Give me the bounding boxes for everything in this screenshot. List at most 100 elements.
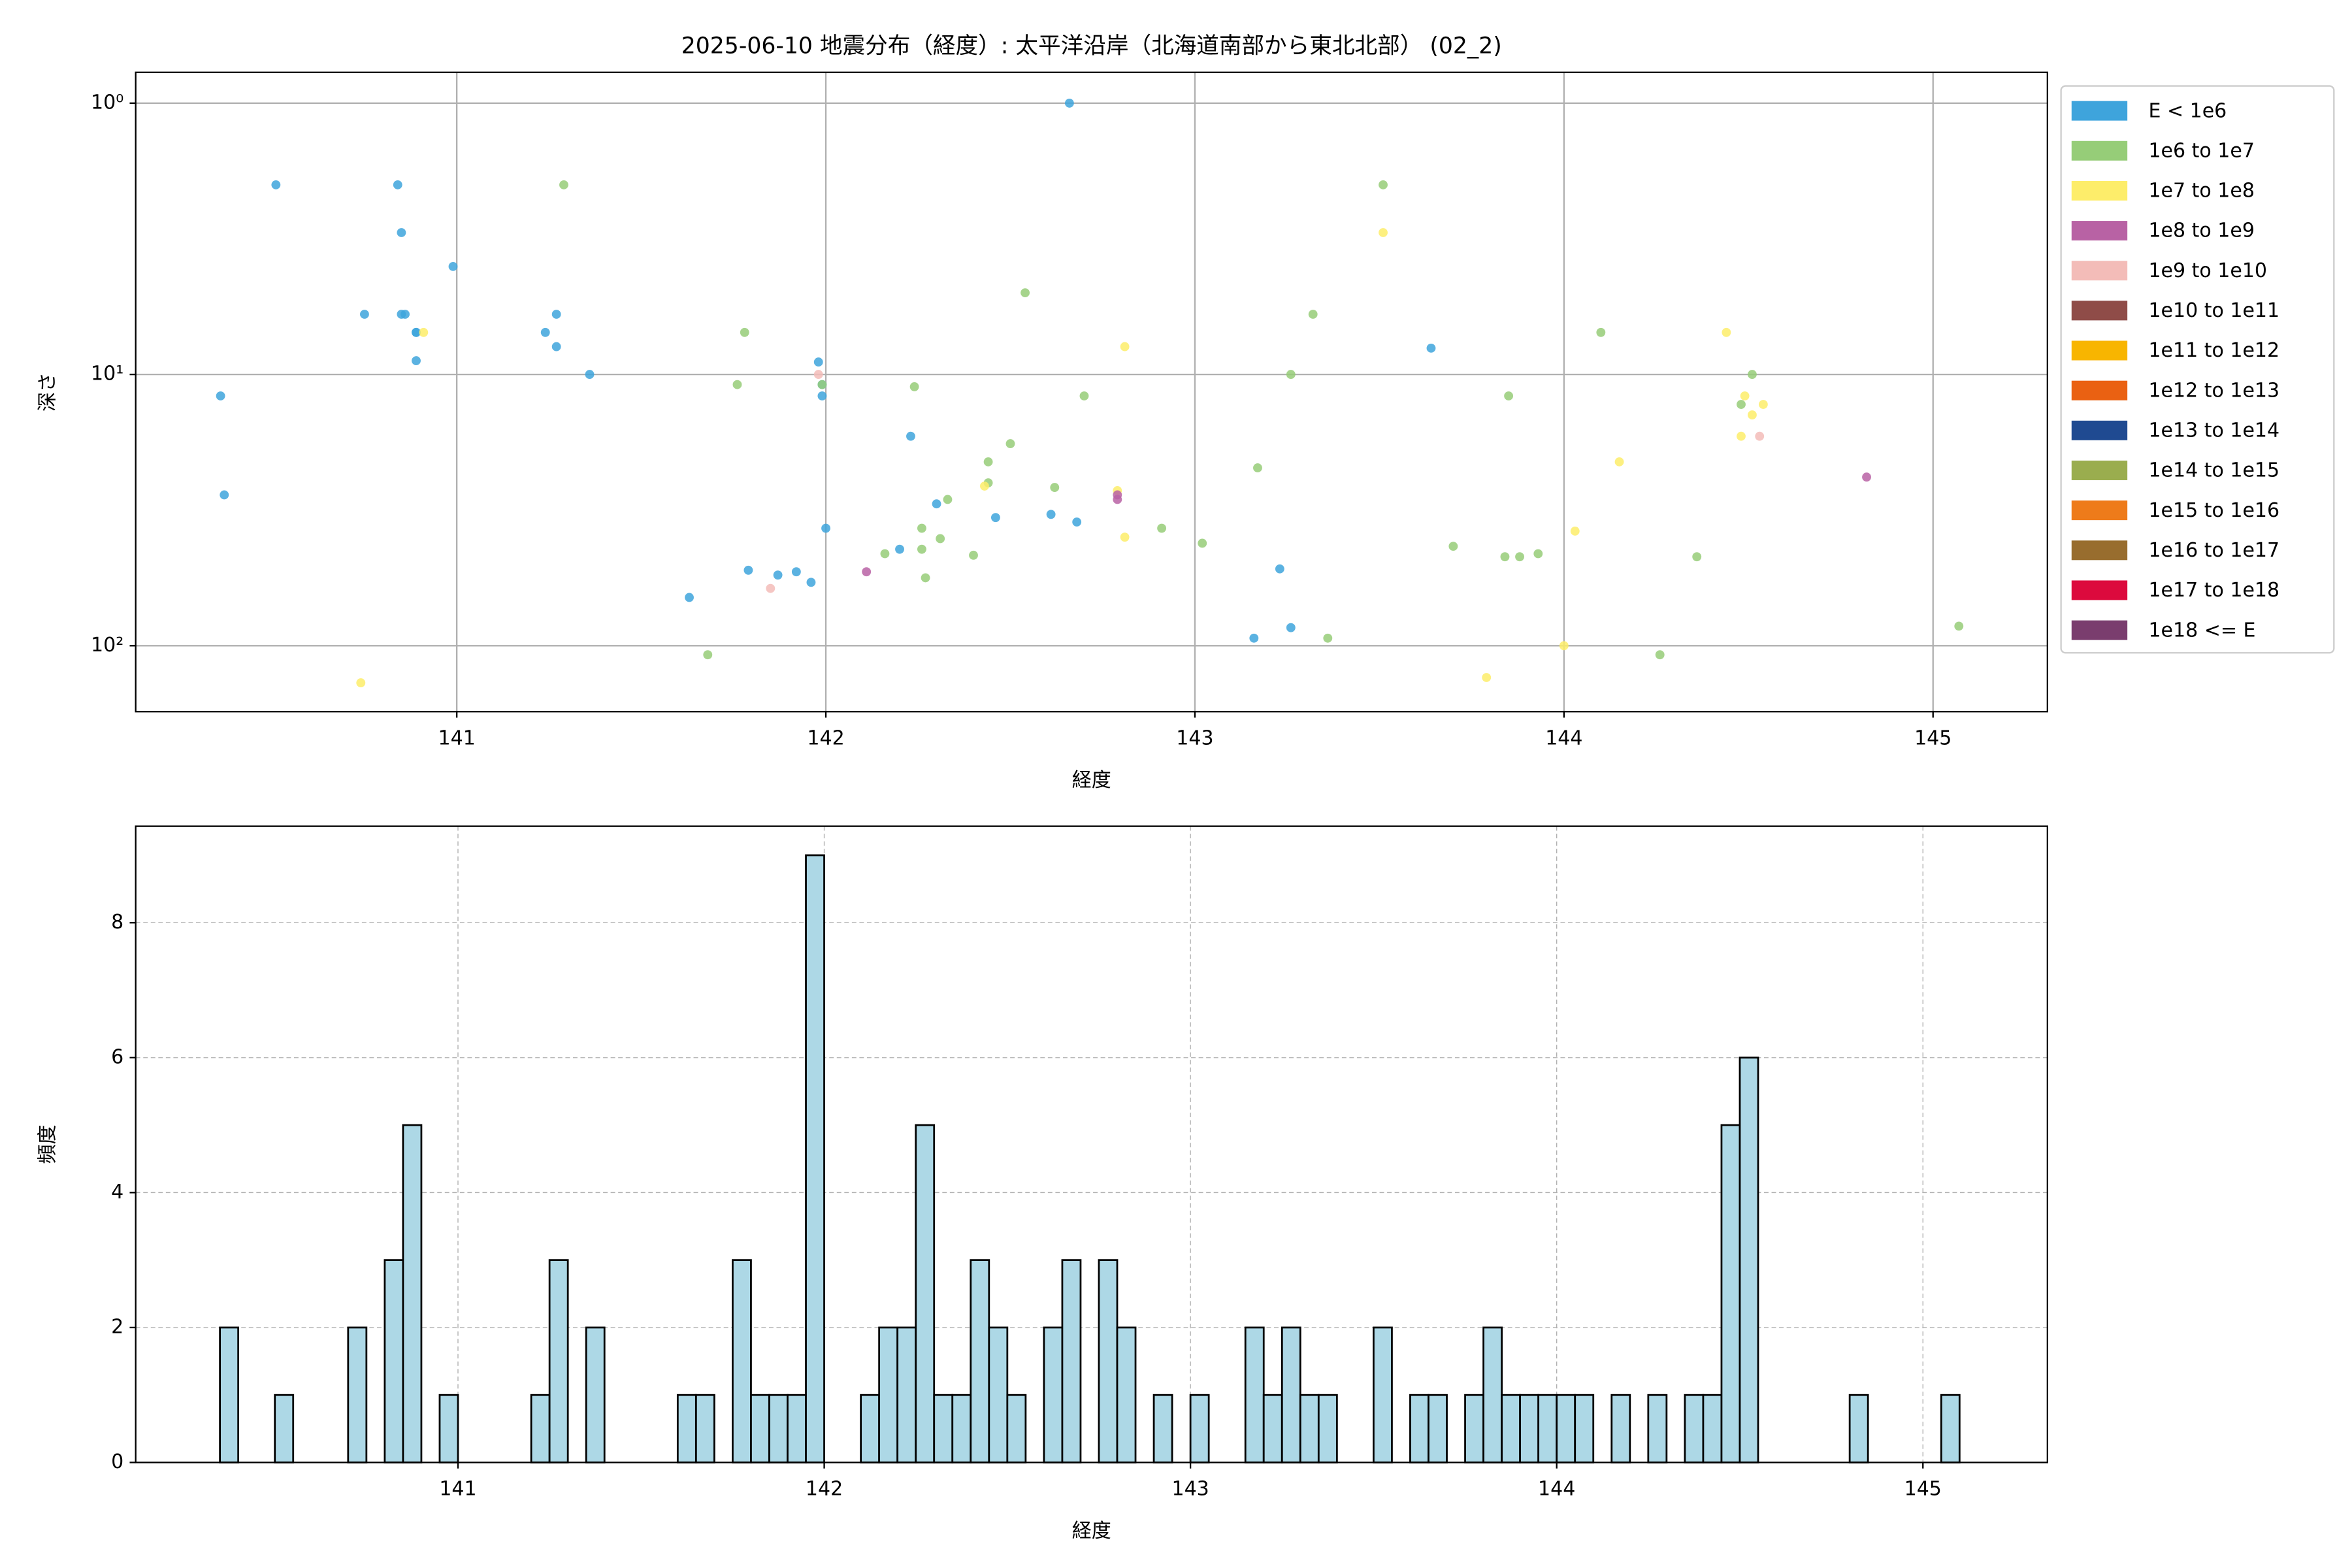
data-point <box>685 593 694 602</box>
legend-label: 1e8 to 1e9 <box>2148 220 2254 242</box>
histogram-bar <box>1519 1394 1540 1463</box>
y-axis-label: 深さ <box>36 372 59 412</box>
histogram-bar <box>1464 1394 1484 1463</box>
x-tick-label: 144 <box>1538 1478 1575 1501</box>
legend-swatch <box>2071 180 2128 201</box>
data-point <box>969 550 978 560</box>
legend-swatch <box>2071 620 2128 640</box>
histogram-bar <box>1720 1124 1741 1463</box>
data-point <box>766 583 776 593</box>
data-point <box>1113 495 1122 504</box>
data-point <box>740 327 749 337</box>
y-tick-label: 10¹ <box>91 363 123 385</box>
histogram-bar <box>1061 1259 1082 1463</box>
data-point <box>1308 310 1318 319</box>
data-point <box>1157 523 1167 533</box>
legend-label: 1e10 to 1e11 <box>2148 299 2279 322</box>
data-point <box>817 391 827 400</box>
histogram-bar <box>1373 1326 1393 1463</box>
histogram-bar <box>1098 1259 1119 1463</box>
legend-swatch <box>2071 580 2128 600</box>
histogram-bar <box>732 1259 752 1463</box>
data-point <box>703 650 713 660</box>
histogram-bar <box>933 1394 954 1463</box>
legend-label: 1e16 to 1e17 <box>2148 539 2279 562</box>
axes-frame <box>135 825 2048 1463</box>
legend-box <box>2060 85 2335 654</box>
legend-label: 1e18 <= E <box>2148 619 2255 642</box>
legend-label: 1e11 to 1e12 <box>2148 339 2279 362</box>
data-point <box>216 391 225 400</box>
data-point <box>1072 517 1082 527</box>
data-point <box>1862 472 1871 482</box>
data-point <box>1379 180 1388 189</box>
legend-label: 1e15 to 1e16 <box>2148 499 2279 522</box>
data-point <box>813 370 823 380</box>
legend-swatch <box>2071 380 2128 400</box>
data-point <box>1323 633 1333 643</box>
data-point <box>743 565 753 575</box>
y-tick-label: 10² <box>91 634 123 657</box>
legend-swatch <box>2071 261 2128 281</box>
legend-swatch <box>2071 140 2128 161</box>
legend-label: 1e6 to 1e7 <box>2148 139 2254 162</box>
data-point <box>1050 483 1060 493</box>
histogram-bar <box>896 1326 917 1463</box>
histogram-bar <box>1244 1326 1265 1463</box>
histogram-bar <box>1043 1326 1064 1463</box>
data-point <box>1046 510 1056 519</box>
data-point <box>880 549 890 559</box>
histogram-bar <box>548 1259 569 1463</box>
data-point <box>1748 410 1757 419</box>
histogram-bar <box>347 1326 368 1463</box>
x-tick-label: 141 <box>439 1478 476 1501</box>
histogram-bar <box>1574 1394 1595 1463</box>
histogram-bar <box>1501 1394 1522 1463</box>
y-tick-label: 4 <box>111 1181 123 1203</box>
data-point <box>1533 549 1543 559</box>
y-tick-label: 10⁰ <box>91 91 123 114</box>
legend-label: 1e14 to 1e15 <box>2148 459 2279 482</box>
data-point <box>1500 552 1510 562</box>
data-point <box>1740 391 1750 400</box>
data-point <box>1504 391 1514 400</box>
histogram-bar <box>1940 1394 1961 1463</box>
y-tick-label: 2 <box>111 1315 123 1338</box>
data-point <box>1064 98 1074 108</box>
legend-swatch <box>2071 101 2128 121</box>
x-tick-label: 144 <box>1545 727 1582 749</box>
x-tick-label: 142 <box>806 1478 843 1501</box>
data-point <box>1954 621 1964 631</box>
data-point <box>585 370 595 380</box>
data-point <box>1737 400 1746 409</box>
y-tick-label: 8 <box>111 911 123 934</box>
histogram-bar <box>1610 1394 1631 1463</box>
histogram-bar <box>1317 1394 1338 1463</box>
data-point <box>895 544 904 554</box>
data-point <box>1737 431 1746 441</box>
histogram-bar <box>1739 1056 1759 1463</box>
y-tick-label: 0 <box>111 1450 123 1473</box>
data-point <box>220 490 229 500</box>
data-point <box>1286 623 1296 632</box>
data-point <box>1692 552 1702 562</box>
data-point <box>917 523 926 533</box>
data-point <box>1655 650 1665 660</box>
data-point <box>1079 391 1089 400</box>
data-point <box>1482 673 1492 682</box>
y-axis-label: 頻度 <box>36 1125 59 1164</box>
histogram-bar <box>1647 1394 1668 1463</box>
data-point <box>813 357 823 367</box>
data-point <box>1379 228 1388 237</box>
data-point <box>906 431 915 441</box>
legend-label: 1e7 to 1e8 <box>2148 180 2254 203</box>
histogram-bar <box>1006 1394 1027 1463</box>
data-point <box>1515 552 1524 562</box>
data-point <box>983 457 993 466</box>
x-tick-label: 142 <box>807 727 844 749</box>
data-point <box>1448 542 1458 551</box>
data-point <box>1570 526 1580 536</box>
histogram-bar <box>1428 1394 1448 1463</box>
data-point <box>419 327 429 337</box>
histogram-bar <box>585 1326 606 1463</box>
